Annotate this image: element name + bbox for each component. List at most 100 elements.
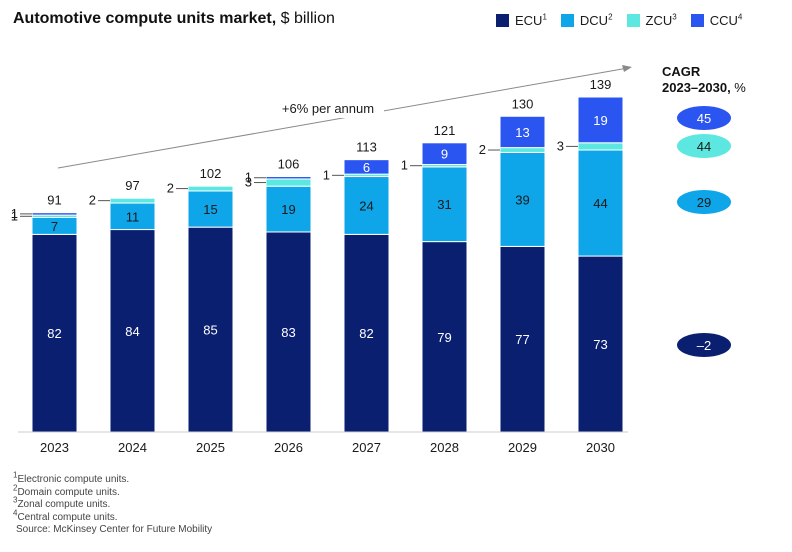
cagr-value-ecu: –2 xyxy=(697,338,711,353)
x-tick-label-2025: 2025 xyxy=(196,440,225,455)
bar-ccu-2026 xyxy=(265,176,312,180)
data-label-zcu-2030: 3 xyxy=(557,138,564,153)
chart-title-unit: $ billion xyxy=(276,10,335,27)
legend-swatch-ecu xyxy=(496,14,509,27)
cagr-badge-zcu xyxy=(677,134,731,158)
bar-zcu-2024 xyxy=(109,197,156,204)
data-label-ecu-2024: 84 xyxy=(125,324,139,339)
footnote-3: 3Zonal compute units. xyxy=(13,495,111,510)
x-tick-label-2024: 2024 xyxy=(118,440,147,455)
total-label-2029: 130 xyxy=(512,96,534,111)
x-tick-label-2026: 2026 xyxy=(274,440,303,455)
legend-item-ecu: ECU1 xyxy=(496,13,547,28)
footnote-4: 4Central compute units. xyxy=(13,508,118,523)
footnote-1: 1Electronic compute units. xyxy=(13,470,130,485)
total-label-2030: 139 xyxy=(590,77,612,92)
x-tick-label-2023: 2023 xyxy=(40,440,69,455)
data-label-dcu-2024: 11 xyxy=(126,209,140,224)
data-label-zcu-2029: 2 xyxy=(479,142,486,157)
bar-ccu-2030 xyxy=(577,96,624,144)
total-label-2026: 106 xyxy=(278,157,300,172)
bar-ecu-2024 xyxy=(109,229,156,433)
legend-item-dcu: DCU2 xyxy=(560,12,613,28)
data-label-ecu-2028: 79 xyxy=(437,330,451,345)
footnote-source: Source: McKinsey Center for Future Mobil… xyxy=(16,524,213,535)
legend-label-zcu: ZCU3 xyxy=(645,12,677,28)
bar-zcu-2025 xyxy=(187,185,234,192)
growth-arrow-head xyxy=(622,65,632,72)
bar-zcu-2026 xyxy=(265,178,312,187)
bar-zcu-2030 xyxy=(577,142,624,151)
legend-swatch-dcu xyxy=(560,14,574,27)
data-label-ecu-2023: 82 xyxy=(47,326,61,341)
data-label-ecu-2030: 73 xyxy=(593,337,607,352)
legend-swatch-ccu xyxy=(690,14,704,27)
bar-dcu-2027 xyxy=(343,176,390,235)
cagr-badge-ecu xyxy=(677,333,731,357)
data-label-zcu-2024: 2 xyxy=(89,193,96,208)
data-label-dcu-2025: 15 xyxy=(203,202,217,217)
bar-ecu-2023 xyxy=(31,233,78,433)
data-label-zcu-2026: 3 xyxy=(245,175,252,190)
data-label-ccu-2027: 6 xyxy=(363,160,370,175)
data-label-ccu-2029: 13 xyxy=(515,125,529,140)
cagr-value-zcu: 44 xyxy=(697,139,711,154)
cagr-badge-ccu xyxy=(677,106,731,130)
chart-title-bold: Automotive compute units market, xyxy=(13,10,277,27)
bar-ecu-2030 xyxy=(577,255,624,433)
legend-item-zcu: ZCU3 xyxy=(626,12,677,28)
data-label-zcu-2027: 1 xyxy=(323,167,330,182)
cagr-title: CAGR 2023–2030, % xyxy=(662,64,746,95)
data-label-zcu-2025: 2 xyxy=(167,181,174,196)
data-label-ecu-2025: 85 xyxy=(203,323,217,338)
data-label-dcu-2026: 19 xyxy=(281,202,295,217)
chart-title: Automotive compute units market, $ billi… xyxy=(13,10,335,28)
bar-zcu-2029 xyxy=(499,147,546,153)
total-label-2025: 102 xyxy=(200,166,222,181)
footnotes: 1Electronic compute units. 2Domain compu… xyxy=(13,470,213,537)
legend-item-ccu: CCU4 xyxy=(690,12,743,28)
data-label-ccu-2030: 19 xyxy=(593,113,607,128)
data-label-dcu-2030: 44 xyxy=(593,196,607,211)
legend-label-ccu: CCU4 xyxy=(709,12,743,28)
data-label-dcu-2028: 31 xyxy=(437,197,451,212)
x-tick-label-2030: 2030 xyxy=(586,440,615,455)
total-label-2024: 97 xyxy=(125,178,139,193)
data-label-ccu-2023: 1 xyxy=(11,206,18,221)
bar-ccu-2027 xyxy=(343,159,390,175)
bar-ecu-2026 xyxy=(265,231,312,433)
cagr-value-ccu: 45 xyxy=(697,111,711,126)
data-label-zcu-2023: 1 xyxy=(11,208,18,223)
bar-dcu-2024 xyxy=(109,202,156,231)
total-label-2028: 121 xyxy=(434,123,456,138)
x-tick-label-2027: 2027 xyxy=(352,440,381,455)
bar-ccu-2023 xyxy=(31,212,78,216)
bar-dcu-2028 xyxy=(421,166,468,243)
growth-label: +6% per annum xyxy=(282,101,374,116)
total-label-2023: 91 xyxy=(47,193,61,208)
legend-label-ecu: ECU1 xyxy=(515,12,547,28)
data-label-zcu-2028: 1 xyxy=(401,158,408,173)
total-label-2027: 113 xyxy=(356,140,377,155)
data-label-dcu-2023: 7 xyxy=(51,219,58,234)
legend: ECU1 DCU2 ZCU3 CCU4 xyxy=(496,13,742,28)
data-label-ecu-2026: 83 xyxy=(281,325,295,340)
bar-ccu-2029 xyxy=(499,115,546,149)
footnote-2: 2Domain compute units. xyxy=(13,483,120,498)
data-label-ccu-2028: 9 xyxy=(441,147,448,162)
growth-label-bg xyxy=(272,98,384,118)
data-label-ecu-2029: 77 xyxy=(515,332,529,347)
legend-swatch-zcu xyxy=(626,14,640,27)
bar-ecu-2029 xyxy=(499,245,546,433)
x-tick-label-2028: 2028 xyxy=(430,440,459,455)
legend-label-dcu: DCU2 xyxy=(579,12,613,28)
data-label-dcu-2029: 39 xyxy=(515,192,529,207)
cagr-badge-dcu xyxy=(677,190,731,214)
data-label-dcu-2027: 24 xyxy=(359,198,373,213)
data-label-ccu-2026: 1 xyxy=(245,170,252,185)
bar-ecu-2025 xyxy=(187,226,234,433)
bar-ccu-2028 xyxy=(421,142,468,165)
bar-dcu-2030 xyxy=(577,149,624,257)
data-label-ecu-2027: 82 xyxy=(359,326,373,341)
